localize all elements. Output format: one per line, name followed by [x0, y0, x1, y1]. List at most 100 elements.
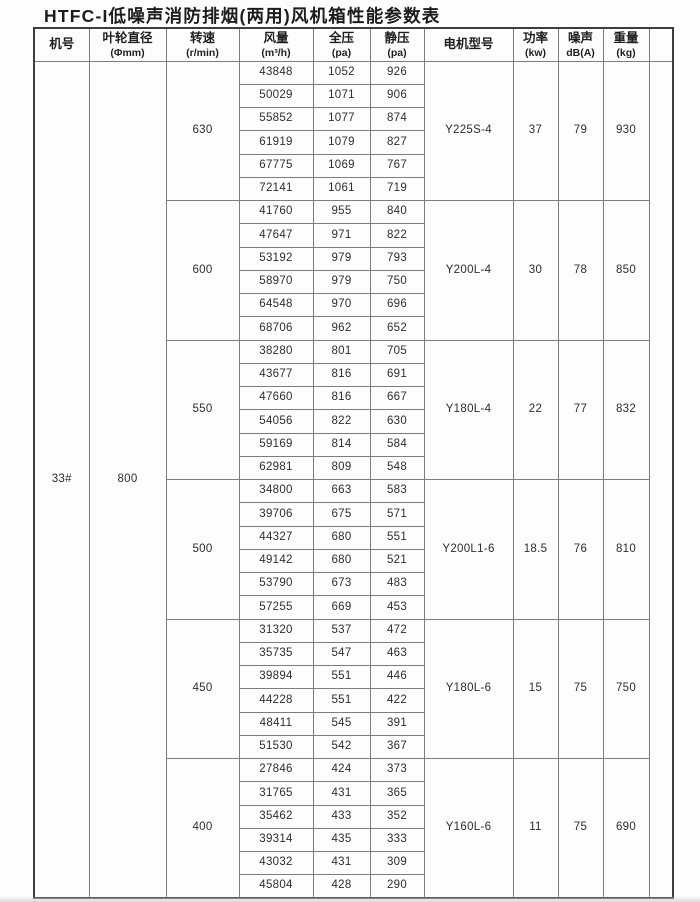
airflow-cell: 53192: [238, 246, 314, 271]
noise-cell: 78: [557, 200, 604, 341]
header-unit: (pa): [331, 46, 352, 59]
total-pressure-cell: 431: [312, 850, 371, 876]
power-cell: 22: [512, 339, 559, 480]
static-pressure-cell: 926: [369, 60, 425, 85]
static-pressure-cell: 446: [369, 664, 425, 690]
power-cell: 11: [512, 758, 559, 899]
static-pressure-cell: 840: [369, 199, 425, 225]
static-pressure-cell: 422: [369, 688, 425, 713]
table-row: 47647 971 822: [34, 223, 673, 248]
static-pressure-cell: 667: [369, 385, 425, 411]
table-row: 49142 680 521: [34, 548, 673, 574]
header-label: 静压: [384, 30, 410, 45]
header-unit: (m³/h): [261, 46, 291, 59]
weight-cell: 850: [602, 200, 650, 341]
static-pressure-cell: 391: [369, 711, 425, 736]
column-header-motor-model: 电机型号: [423, 27, 514, 62]
airflow-cell: 44327: [238, 525, 314, 550]
table-row: 44327 680 551: [34, 525, 673, 550]
static-pressure-cell: 290: [369, 874, 425, 899]
table-row: 39706 675 571: [34, 502, 673, 527]
table-row: 450 31320 537 472 Y180L-6 15 75 750: [34, 618, 673, 759]
total-pressure-cell: 1079: [312, 130, 371, 155]
airflow-cell: 67775: [238, 153, 314, 178]
airflow-cell: 35735: [238, 641, 314, 667]
power-cell: 15: [512, 618, 559, 759]
total-pressure-cell: 551: [312, 688, 371, 713]
header-unit: (r/min): [186, 46, 219, 59]
static-pressure-cell: 373: [369, 757, 425, 783]
static-pressure-cell: 827: [369, 130, 425, 155]
total-pressure-cell: 1069: [312, 153, 371, 178]
static-pressure-cell: 453: [369, 595, 425, 620]
static-pressure-cell: 696: [369, 292, 425, 318]
motor-model-cell: Y200L1-6: [423, 479, 514, 620]
total-pressure-cell: 1052: [312, 60, 371, 85]
total-pressure-cell: 669: [312, 595, 371, 620]
total-pressure-cell: 814: [312, 432, 371, 457]
scan-edge-shadow: [0, 896, 700, 902]
static-pressure-cell: 571: [369, 502, 425, 527]
static-pressure-cell: 521: [369, 548, 425, 574]
total-pressure-cell: 1061: [312, 176, 371, 202]
total-pressure-cell: 809: [312, 455, 371, 481]
airflow-cell: 57255: [238, 595, 314, 620]
total-pressure-cell: 970: [312, 292, 371, 318]
static-pressure-cell: 652: [369, 316, 425, 341]
airflow-cell: 61919: [238, 130, 314, 155]
header-unit: (Φmm): [110, 46, 145, 59]
airflow-cell: 44228: [238, 688, 314, 713]
table-row: 500 34800 663 583 Y200L1-6 18.5 76 810: [34, 478, 673, 620]
power-cell: 30: [512, 200, 559, 341]
noise-cell: 79: [557, 60, 604, 201]
total-pressure-cell: 545: [312, 711, 371, 736]
total-pressure-cell: 680: [312, 525, 371, 550]
header-label: 机号: [49, 36, 75, 51]
speed-cell: 450: [165, 618, 240, 759]
static-pressure-cell: 630: [369, 409, 425, 434]
column-header-machine-no: 机号: [33, 27, 90, 62]
column-header-weight: 重量 (kg): [602, 27, 650, 62]
table-row: 44228 551 422: [34, 688, 673, 713]
static-pressure-cell: 352: [369, 804, 425, 829]
total-pressure-cell: 971: [312, 223, 371, 248]
airflow-cell: 45804: [238, 874, 314, 899]
table-row: 400 27846 424 373 Y160L-6 11 75 690: [34, 757, 673, 899]
airflow-cell: 50029: [238, 83, 314, 109]
total-pressure-cell: 1071: [312, 83, 371, 109]
static-pressure-cell: 309: [369, 850, 425, 876]
airflow-cell: 54056: [238, 409, 314, 434]
speed-cell: 500: [165, 479, 240, 620]
table-row: 72141 1061 719: [34, 176, 673, 202]
total-pressure-cell: 822: [312, 409, 371, 434]
total-pressure-cell: 433: [312, 804, 371, 829]
impeller-diameter-cell: 800: [88, 60, 167, 899]
static-pressure-cell: 906: [369, 83, 425, 109]
table-row: 68706 962 652: [34, 316, 673, 341]
motor-model-cell: Y180L-6: [423, 618, 514, 759]
total-pressure-cell: 542: [312, 734, 371, 760]
noise-cell: 75: [557, 758, 604, 899]
table-row: 43677 816 691: [34, 362, 673, 388]
airflow-cell: 55852: [238, 106, 314, 132]
static-pressure-cell: 583: [369, 478, 425, 504]
airflow-cell: 39314: [238, 827, 314, 853]
power-cell: 37: [512, 60, 559, 201]
total-pressure-cell: 537: [312, 618, 371, 643]
total-pressure-cell: 1077: [312, 106, 371, 132]
spec-table-body: 33# 800 630 43848 1052 926 Y225S-4 37 79 930 50029…: [33, 60, 674, 899]
static-pressure-cell: 822: [369, 223, 425, 248]
weight-cell: 930: [602, 60, 650, 201]
static-pressure-cell: 472: [369, 618, 425, 643]
static-pressure-cell: 463: [369, 641, 425, 667]
page-title: HTFC-I低噪声消防排烟(两用)风机箱性能参数表: [44, 6, 441, 26]
airflow-cell: 47647: [238, 223, 314, 248]
static-pressure-cell: 705: [369, 339, 425, 364]
weight-cell: 810: [602, 479, 650, 620]
table-row: 35735 547 463: [34, 641, 673, 667]
airflow-cell: 38280: [238, 339, 314, 364]
total-pressure-cell: 680: [312, 548, 371, 574]
table-row: 64548 970 696: [34, 292, 673, 318]
speed-cell: 550: [165, 339, 240, 480]
header-label: 噪声: [567, 30, 593, 45]
